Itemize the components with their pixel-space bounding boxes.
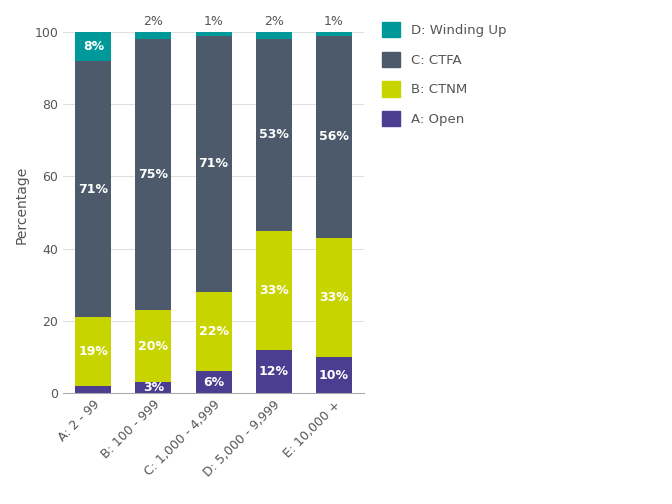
Bar (75, 386, 112, 393)
Bar (75, 32, 112, 61)
Text: 2%: 2% (144, 15, 163, 28)
Bar (316, 238, 351, 357)
Text: 1%: 1% (204, 15, 224, 28)
Legend: D: Winding Up, C: CTFA, B: CTNM, A: Open: D: Winding Up, C: CTFA, B: CTNM, A: Open (376, 17, 511, 132)
Bar (196, 371, 232, 393)
Bar (255, 32, 292, 39)
Bar (196, 292, 232, 371)
Text: 33%: 33% (259, 284, 288, 297)
Text: 19%: 19% (79, 345, 108, 358)
Y-axis label: Percentage: Percentage (15, 166, 29, 244)
Text: 22%: 22% (198, 325, 228, 338)
Bar (316, 36, 351, 238)
Bar (136, 32, 171, 39)
Bar (136, 383, 171, 393)
Text: 53%: 53% (259, 129, 288, 142)
Bar (316, 357, 351, 393)
Text: 75%: 75% (138, 168, 169, 181)
Text: 6%: 6% (203, 376, 224, 389)
Text: 10%: 10% (319, 368, 349, 382)
Bar (196, 32, 232, 36)
Text: 2%: 2% (263, 15, 284, 28)
Bar (196, 36, 232, 292)
Text: 1%: 1% (324, 15, 343, 28)
Bar (255, 231, 292, 350)
Bar (75, 61, 112, 318)
Text: 3%: 3% (143, 381, 164, 394)
Text: 56%: 56% (319, 130, 349, 143)
Text: 12%: 12% (259, 365, 289, 378)
Text: 71%: 71% (198, 157, 228, 170)
Bar (255, 39, 292, 231)
Bar (316, 32, 351, 36)
Bar (136, 310, 171, 383)
Bar (255, 350, 292, 393)
Bar (75, 318, 112, 386)
Bar (136, 39, 171, 310)
Text: 20%: 20% (138, 340, 169, 353)
Text: 33%: 33% (319, 291, 349, 304)
Text: 8%: 8% (83, 40, 104, 53)
Text: 71%: 71% (79, 182, 108, 196)
